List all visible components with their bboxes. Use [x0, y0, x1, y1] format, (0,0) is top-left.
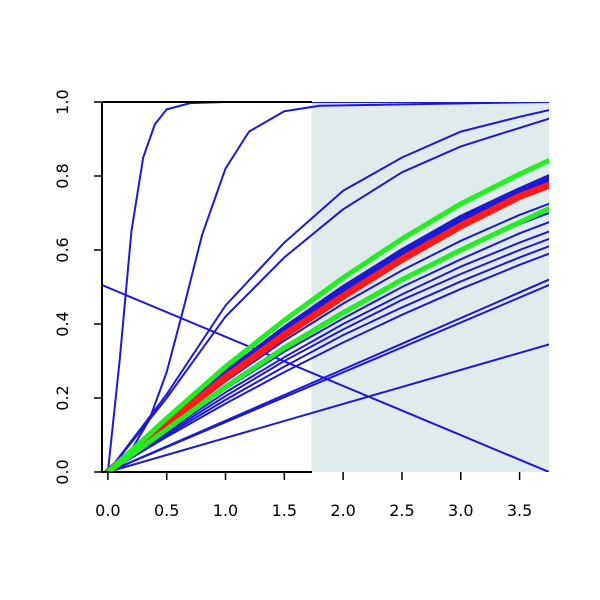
y-tick-label: 0.0 [53, 459, 72, 484]
series-line-blue-14 [106, 343, 549, 472]
series-line-blue-2 [106, 102, 549, 472]
x-tick-label: 0.0 [95, 501, 120, 520]
series-line-blue-3 [106, 109, 549, 472]
x-tick-label: 1.0 [213, 501, 238, 520]
x-axis-ticks: 0.0 0.5 1.0 1.5 2.0 2.5 3.0 3.5 [95, 472, 532, 520]
series-line-green-19 [105, 206, 549, 472]
series-line-blue-10 [106, 245, 549, 472]
series-line-green-18 [105, 158, 549, 472]
x-tick-label: 3.5 [507, 501, 532, 520]
series-line-blue-15 [102, 284, 549, 472]
x-tick-label: 3.0 [448, 501, 473, 520]
series-layer [102, 102, 549, 472]
series-line-red-17 [104, 181, 549, 472]
series-line-blue-13 [106, 284, 549, 472]
series-line-blue-9 [106, 237, 549, 472]
y-tick-label: 0.2 [53, 385, 72, 410]
series-line-blue-11 [106, 252, 549, 472]
x-tick-label: 2.0 [330, 501, 355, 520]
series-line-blue-8 [106, 230, 549, 472]
y-tick-label: 0.4 [53, 311, 72, 336]
y-tick-label: 0.6 [53, 237, 72, 262]
x-tick-label: 1.5 [272, 501, 297, 520]
x-tick-label: 0.5 [154, 501, 179, 520]
series-line-blue-4 [106, 117, 549, 472]
axis-layer [101, 101, 312, 473]
y-tick-label: 1.0 [53, 89, 72, 114]
y-tick-label: 0.8 [53, 163, 72, 188]
x-tick-label: 2.5 [389, 501, 414, 520]
y-axis-ticks: 0.0 0.2 0.4 0.6 0.8 1.0 [53, 89, 102, 485]
